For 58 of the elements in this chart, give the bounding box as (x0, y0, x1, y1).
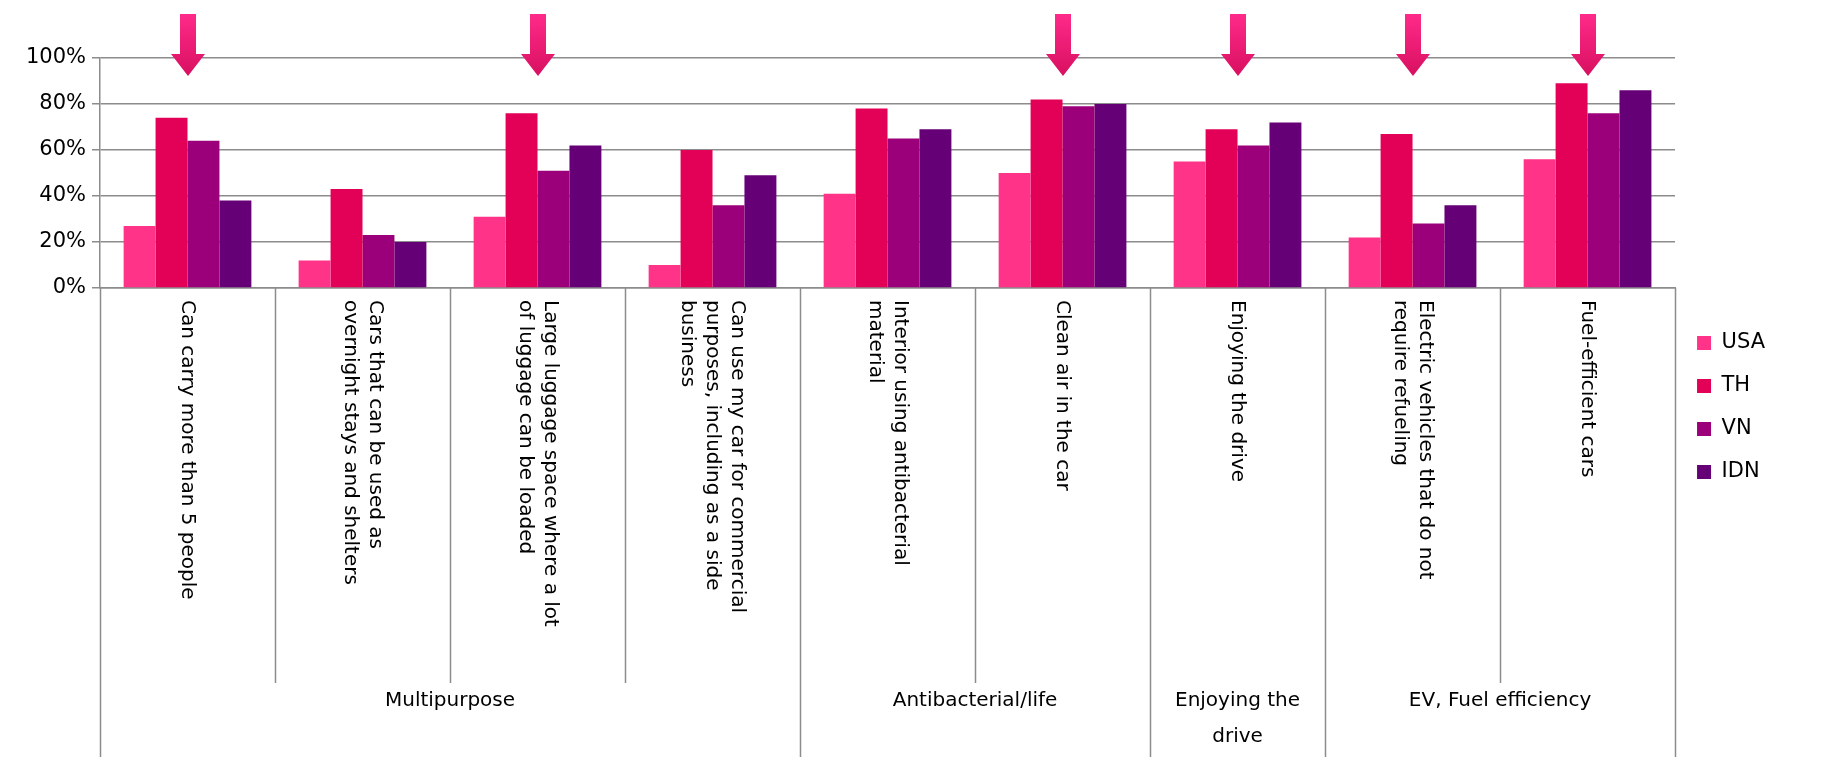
bar (680, 150, 713, 288)
bar (1523, 159, 1556, 288)
bar (330, 189, 363, 288)
bar (712, 205, 745, 288)
x-tick-label: Can use my car for commercial purposes, including as a side business (677, 300, 752, 614)
bar (537, 170, 570, 288)
bar (362, 235, 395, 288)
y-tick-label: 100% (25, 44, 86, 69)
legend-label: USA (1721, 329, 1766, 354)
text: Antibacterial/life (892, 687, 1058, 712)
bar (473, 216, 506, 288)
legend-label: VN (1721, 415, 1752, 440)
bar (298, 260, 331, 288)
bar (187, 140, 220, 288)
bar (394, 242, 427, 288)
x-tick-label: Enjoying the drive (1227, 300, 1252, 483)
bar (1094, 104, 1127, 288)
bar (219, 200, 252, 288)
x-tick-label: Interior using antibacterial material (864, 300, 914, 566)
bar (1412, 223, 1445, 288)
text: Multipurpose (384, 687, 516, 712)
bar (648, 265, 681, 288)
bar (1380, 133, 1413, 288)
bar (1619, 90, 1652, 288)
bar (1348, 237, 1381, 288)
bar (855, 108, 888, 288)
x-tick-label: Cars that can be used as overnight stays and shelters (339, 300, 389, 585)
y-tick-label: 80% (39, 90, 86, 115)
bar (505, 113, 538, 288)
x-tick-label: Fuel-efficient cars (1577, 300, 1602, 478)
bar (1062, 106, 1095, 288)
bar (123, 225, 156, 288)
legend-label: TH (1720, 372, 1751, 397)
bar (744, 175, 777, 288)
text: Enjoying the drive (1175, 687, 1301, 748)
bar (1173, 161, 1206, 288)
bar (1555, 83, 1588, 288)
bar (887, 138, 920, 288)
y-tick-label: 0% (52, 274, 86, 299)
x-tick-label: Clean air in the car (1052, 300, 1077, 492)
bar (1237, 145, 1270, 288)
bar (1205, 129, 1238, 288)
y-tick-label: 20% (39, 228, 86, 253)
bar (823, 193, 856, 288)
text: EV, Fuel efficiency (1408, 687, 1592, 712)
bar (1269, 122, 1302, 288)
bar (155, 117, 188, 288)
bar (1030, 99, 1063, 288)
x-tick-label: Electric vehicles that do not require refueling (1389, 300, 1439, 580)
bar (569, 145, 602, 288)
bar (1587, 113, 1620, 288)
bar (998, 173, 1031, 288)
bar (1444, 205, 1477, 288)
y-tick-label: 60% (39, 136, 86, 161)
y-tick-label: 40% (39, 182, 86, 207)
x-tick-label: Can carry more than 5 people (177, 300, 202, 600)
bar (919, 129, 952, 288)
legend-label: IDN (1721, 458, 1760, 483)
